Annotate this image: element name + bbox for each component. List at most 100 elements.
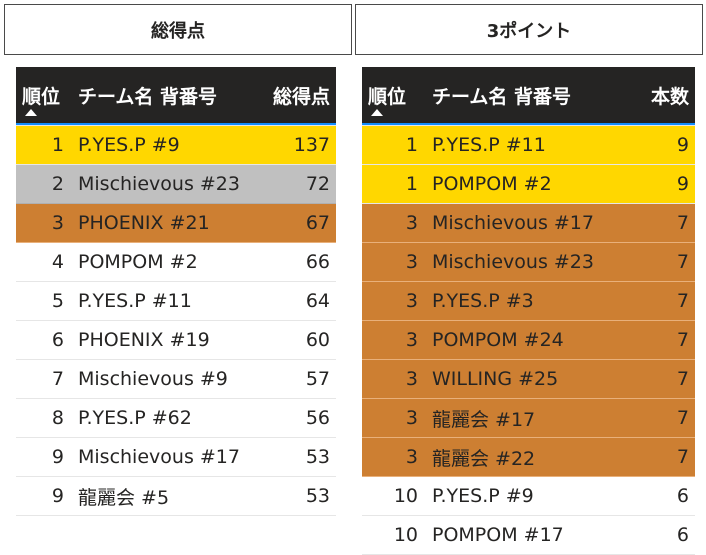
table-row[interactable]: 3 POMPOM #24 7 xyxy=(362,320,695,360)
table-row[interactable]: 6 PHOENIX #19 60 xyxy=(16,320,336,360)
rank-cell: 3 xyxy=(362,359,426,399)
team-cell: P.YES.P #9 xyxy=(72,125,250,165)
column-header-rank-label: 順位 xyxy=(22,85,61,108)
table-row[interactable]: 10 P.YES.P #9 6 xyxy=(362,476,695,516)
rank-cell: 3 xyxy=(362,320,426,360)
rank-cell: 1 xyxy=(362,164,426,204)
rank-cell: 1 xyxy=(362,125,426,165)
column-header-team[interactable]: チーム名 背番号 xyxy=(426,67,600,123)
table-row[interactable]: 1 POMPOM #2 9 xyxy=(362,164,695,204)
rank-cell: 3 xyxy=(362,242,426,282)
team-cell: Mischievous #17 xyxy=(72,437,250,477)
team-cell: Mischievous #23 xyxy=(426,242,600,282)
value-cell: 9 xyxy=(600,125,695,165)
value-cell: 7 xyxy=(600,320,695,360)
value-cell: 53 xyxy=(250,476,336,516)
rank-cell: 9 xyxy=(16,476,72,516)
team-cell: P.YES.P #9 xyxy=(426,476,600,516)
value-cell: 64 xyxy=(250,281,336,321)
team-cell: P.YES.P #11 xyxy=(72,281,250,321)
team-cell: Mischievous #17 xyxy=(426,203,600,243)
header-accent-line xyxy=(16,123,336,126)
team-cell: Mischievous #9 xyxy=(72,359,250,399)
team-cell: 龍麗会 #5 xyxy=(72,476,250,516)
value-cell: 7 xyxy=(600,437,695,477)
table-row[interactable]: 3 PHOENIX #21 67 xyxy=(16,203,336,243)
table-row[interactable]: 9 龍麗会 #5 53 xyxy=(16,476,336,516)
rank-cell: 5 xyxy=(16,281,72,321)
table-header-row: 順位 チーム名 背番号 総得点 xyxy=(16,67,336,123)
value-cell: 9 xyxy=(600,164,695,204)
value-cell: 67 xyxy=(250,203,336,243)
column-header-rank[interactable]: 順位 xyxy=(16,67,72,123)
rank-cell: 3 xyxy=(16,203,72,243)
table-row[interactable]: 5 P.YES.P #11 64 xyxy=(16,281,336,321)
team-cell: POMPOM #17 xyxy=(426,515,600,555)
column-header-team[interactable]: チーム名 背番号 xyxy=(72,67,250,123)
team-cell: P.YES.P #3 xyxy=(426,281,600,321)
column-header-total-points[interactable]: 総得点 xyxy=(250,67,336,123)
team-cell: PHOENIX #19 xyxy=(72,320,250,360)
sort-ascending-icon[interactable] xyxy=(371,109,383,116)
rank-cell: 10 xyxy=(362,515,426,555)
rank-cell: 6 xyxy=(16,320,72,360)
rank-cell: 3 xyxy=(362,281,426,321)
team-cell: POMPOM #24 xyxy=(426,320,600,360)
team-cell: PHOENIX #21 xyxy=(72,203,250,243)
table-row[interactable]: 3 龍麗会 #17 7 xyxy=(362,398,695,438)
table-row[interactable]: 4 POMPOM #2 66 xyxy=(16,242,336,282)
team-cell: WILLING #25 xyxy=(426,359,600,399)
team-cell: P.YES.P #11 xyxy=(426,125,600,165)
value-cell: 6 xyxy=(600,476,695,516)
header-accent-line xyxy=(362,123,695,126)
rank-cell: 10 xyxy=(362,476,426,516)
table-header-row: 順位 チーム名 背番号 本数 xyxy=(362,67,695,123)
table-row[interactable]: 3 Mischievous #23 7 xyxy=(362,242,695,282)
table-row[interactable]: 7 Mischievous #9 57 xyxy=(16,359,336,399)
three-point-title: 3ポイント xyxy=(355,4,703,55)
rank-cell: 3 xyxy=(362,203,426,243)
rank-cell: 9 xyxy=(16,437,72,477)
team-cell: Mischievous #23 xyxy=(72,164,250,204)
three-point-table: 順位 チーム名 背番号 本数 1 P.YES.P #11 9 1 POMPOM #2 9 3… xyxy=(362,67,695,555)
rank-cell: 7 xyxy=(16,359,72,399)
column-header-rank[interactable]: 順位 xyxy=(362,67,426,123)
table-row[interactable]: 3 WILLING #25 7 xyxy=(362,359,695,399)
value-cell: 53 xyxy=(250,437,336,477)
rank-cell: 4 xyxy=(16,242,72,282)
value-cell: 7 xyxy=(600,359,695,399)
total-points-title: 総得点 xyxy=(4,4,352,55)
value-cell: 7 xyxy=(600,203,695,243)
column-header-rank-label: 順位 xyxy=(368,85,407,108)
value-cell: 66 xyxy=(250,242,336,282)
rank-cell: 2 xyxy=(16,164,72,204)
value-cell: 137 xyxy=(250,125,336,165)
value-cell: 56 xyxy=(250,398,336,438)
table-row[interactable]: 10 POMPOM #17 6 xyxy=(362,515,695,555)
team-cell: 龍麗会 #17 xyxy=(426,398,600,438)
rank-cell: 3 xyxy=(362,437,426,477)
value-cell: 7 xyxy=(600,281,695,321)
value-cell: 7 xyxy=(600,398,695,438)
team-cell: P.YES.P #62 xyxy=(72,398,250,438)
column-header-count[interactable]: 本数 xyxy=(600,67,695,123)
value-cell: 6 xyxy=(600,515,695,555)
total-points-table: 順位 チーム名 背番号 総得点 1 P.YES.P #9 137 2 Mischievo… xyxy=(16,67,336,516)
value-cell: 72 xyxy=(250,164,336,204)
sort-ascending-icon[interactable] xyxy=(25,109,37,116)
value-cell: 60 xyxy=(250,320,336,360)
rank-cell: 3 xyxy=(362,398,426,438)
team-cell: 龍麗会 #22 xyxy=(426,437,600,477)
table-row[interactable]: 3 P.YES.P #3 7 xyxy=(362,281,695,321)
table-row[interactable]: 1 P.YES.P #9 137 xyxy=(16,125,336,165)
value-cell: 57 xyxy=(250,359,336,399)
table-row[interactable]: 1 P.YES.P #11 9 xyxy=(362,125,695,165)
table-row[interactable]: 3 龍麗会 #22 7 xyxy=(362,437,695,477)
table-row[interactable]: 2 Mischievous #23 72 xyxy=(16,164,336,204)
rank-cell: 1 xyxy=(16,125,72,165)
rank-cell: 8 xyxy=(16,398,72,438)
team-cell: POMPOM #2 xyxy=(426,164,600,204)
table-row[interactable]: 3 Mischievous #17 7 xyxy=(362,203,695,243)
table-row[interactable]: 9 Mischievous #17 53 xyxy=(16,437,336,477)
table-row[interactable]: 8 P.YES.P #62 56 xyxy=(16,398,336,438)
